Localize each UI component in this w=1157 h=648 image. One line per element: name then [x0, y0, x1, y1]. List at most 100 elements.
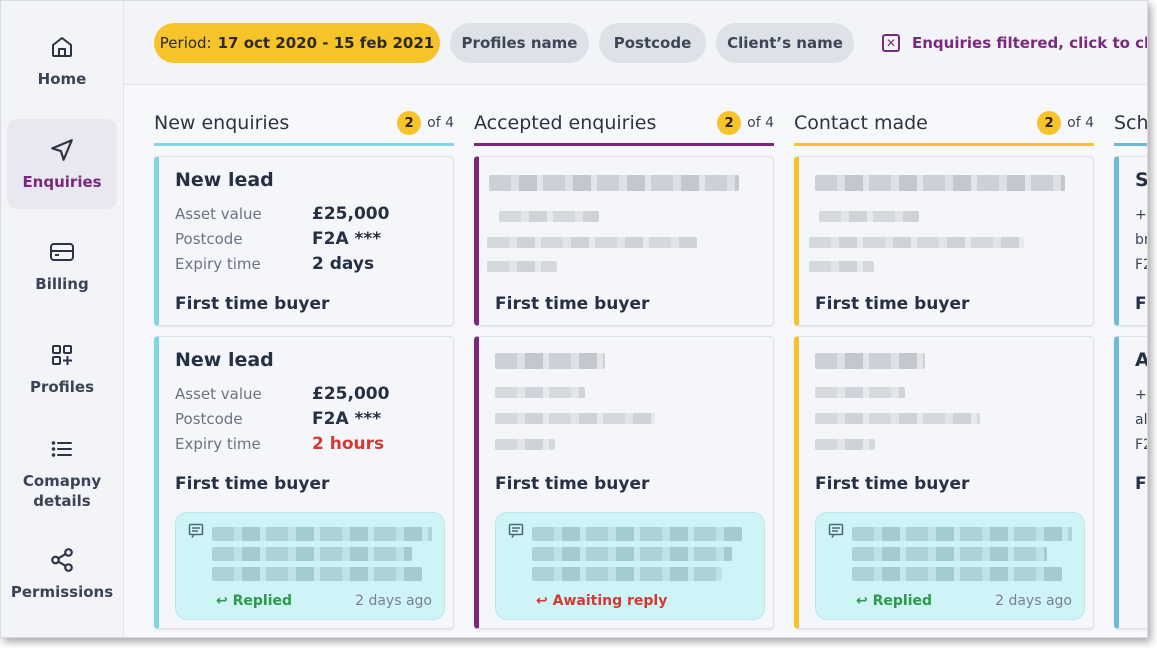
- sidebar-item-label: Home: [37, 70, 87, 88]
- enquiry-card[interactable]: First time buyer: [474, 156, 774, 326]
- redacted-text: [495, 413, 655, 424]
- redacted-text: [815, 439, 875, 450]
- postcode-filter[interactable]: Postcode: [599, 23, 706, 63]
- redacted-text: [489, 175, 739, 191]
- enquiry-card[interactable]: First time buyer: [794, 156, 1094, 326]
- sidebar-item-billing[interactable]: Billing: [7, 221, 117, 311]
- redacted-text: [852, 547, 1047, 561]
- card-title: A: [1135, 349, 1147, 371]
- column-title: Accepted enquiries: [474, 112, 657, 134]
- count-total: of 4: [1067, 115, 1094, 131]
- profiles-name-filter[interactable]: Profiles name: [450, 23, 589, 63]
- sidebar-item-profiles[interactable]: Profiles: [7, 324, 117, 414]
- expiry-value: 2 hours: [312, 434, 385, 454]
- redacted-text: [532, 567, 722, 581]
- reply-status: ↩ Replied: [216, 593, 293, 609]
- message-preview[interactable]: ↩ Awaiting reply: [495, 512, 765, 620]
- column-title: Sch: [1114, 112, 1148, 134]
- grid-plus-icon: [48, 341, 76, 369]
- asset-value: £25,000: [312, 204, 390, 224]
- column-new-enquiries: New enquiries 2 of 4 New lead Asset valu…: [154, 101, 454, 629]
- message-icon: [188, 523, 204, 538]
- reply-time: 2 days ago: [355, 593, 432, 609]
- asset-value: £25,000: [312, 384, 390, 404]
- clear-filter-button[interactable]: ✕ Enquiries filtered, click to clear: [882, 23, 1147, 63]
- count-badge: 2: [717, 111, 742, 135]
- sidebar-item-home[interactable]: Home: [7, 16, 117, 106]
- redacted-text: [815, 413, 980, 424]
- enquiry-card[interactable]: Si +4 br F2 Fi: [1114, 156, 1147, 326]
- asset-label: Asset value: [175, 385, 262, 403]
- postcode-value: F2A ***: [312, 229, 382, 249]
- period-filter[interactable]: Period: 17 oct 2020 - 15 feb 2021: [154, 23, 440, 63]
- redacted-text: [819, 211, 919, 222]
- expiry-label: Expiry time: [175, 435, 261, 453]
- card-footer: First time buyer: [815, 294, 970, 314]
- card-line: +4: [1135, 207, 1147, 223]
- redacted-text: [815, 353, 925, 369]
- count-badge: 2: [1037, 111, 1062, 135]
- app-window: Home Enquiries Billing Profiles Comapny: [0, 0, 1148, 638]
- expiry-value: 2 days: [312, 254, 375, 274]
- column-header: Contact made 2 of 4: [794, 101, 1094, 146]
- sidebar-item-enquiries[interactable]: Enquiries: [7, 119, 117, 209]
- card-line: al: [1135, 412, 1148, 428]
- sidebar-item-label: Billing: [35, 275, 89, 293]
- redacted-text: [487, 237, 697, 248]
- card-footer: Fi: [1135, 474, 1147, 494]
- clients-name-filter[interactable]: Client’s name: [716, 23, 854, 63]
- column-header: Sch: [1114, 101, 1148, 146]
- enquiry-card[interactable]: New lead Asset value £25,000 Postcode F2…: [154, 336, 454, 629]
- redacted-text: [212, 547, 412, 561]
- redacted-text: [495, 439, 555, 450]
- redacted-text: [532, 547, 732, 561]
- card-footer: First time buyer: [175, 474, 330, 494]
- enquiry-card[interactable]: First time buyer ↩ Replied 2 days ago: [794, 336, 1094, 629]
- reply-time: 2 days ago: [995, 593, 1072, 609]
- send-icon: [48, 136, 76, 164]
- column-count: 2 of 4: [1037, 111, 1094, 135]
- sidebar-item-label: Profiles: [29, 378, 95, 396]
- postcode-value: F2A ***: [312, 409, 382, 429]
- card-title: New lead: [175, 169, 274, 191]
- sidebar-item-permissions[interactable]: Permissions: [7, 529, 117, 619]
- home-icon: [48, 33, 76, 61]
- column-count: 2 of 4: [717, 111, 774, 135]
- card-icon: [48, 238, 76, 266]
- card-footer: First time buyer: [495, 474, 650, 494]
- column-title: Contact made: [794, 112, 928, 134]
- card-footer: First time buyer: [815, 474, 970, 494]
- period-label: Period:: [159, 34, 212, 52]
- redacted-text: [815, 175, 1065, 191]
- column-scheduled: Sch Si +4 br F2 Fi A +4 al F2 Fi: [1114, 101, 1148, 629]
- redacted-text: [815, 387, 905, 398]
- message-preview[interactable]: ↩ Replied 2 days ago: [175, 512, 445, 620]
- message-icon: [828, 523, 844, 538]
- message-icon: [508, 523, 524, 538]
- card-line: +4: [1135, 387, 1147, 403]
- count-total: of 4: [427, 115, 454, 131]
- postcode-label: Postcode: [175, 230, 243, 248]
- sidebar-item-label: Comapny details: [22, 472, 102, 510]
- enquiry-card[interactable]: A +4 al F2 Fi: [1114, 336, 1148, 629]
- column-accepted-enquiries: Accepted enquiries 2 of 4 First time buy…: [474, 101, 774, 629]
- redacted-text: [809, 261, 874, 272]
- redacted-text: [495, 387, 585, 398]
- close-icon: ✕: [882, 34, 900, 52]
- column-contact-made: Contact made 2 of 4 First time buyer Fir…: [794, 101, 1094, 629]
- postcode-label: Postcode: [175, 410, 243, 428]
- redacted-text: [495, 353, 605, 369]
- reply-status: ↩ Awaiting reply: [536, 593, 668, 609]
- sidebar: Home Enquiries Billing Profiles Comapny: [1, 1, 124, 637]
- redacted-text: [852, 527, 1072, 541]
- message-preview[interactable]: ↩ Replied 2 days ago: [815, 512, 1085, 620]
- card-footer: First time buyer: [175, 294, 330, 314]
- sidebar-item-company-details[interactable]: Comapny details: [7, 423, 117, 523]
- card-footer: Fi: [1135, 294, 1147, 314]
- enquiry-card[interactable]: New lead Asset value £25,000 Postcode F2…: [154, 156, 454, 326]
- enquiry-card[interactable]: First time buyer ↩ Awaiting reply: [474, 336, 774, 629]
- card-line: F2: [1135, 257, 1147, 273]
- count-total: of 4: [747, 115, 774, 131]
- period-value: 17 oct 2020 - 15 feb 2021: [217, 34, 435, 52]
- filter-bar: Period: 17 oct 2020 - 15 feb 2021 Profil…: [124, 1, 1147, 85]
